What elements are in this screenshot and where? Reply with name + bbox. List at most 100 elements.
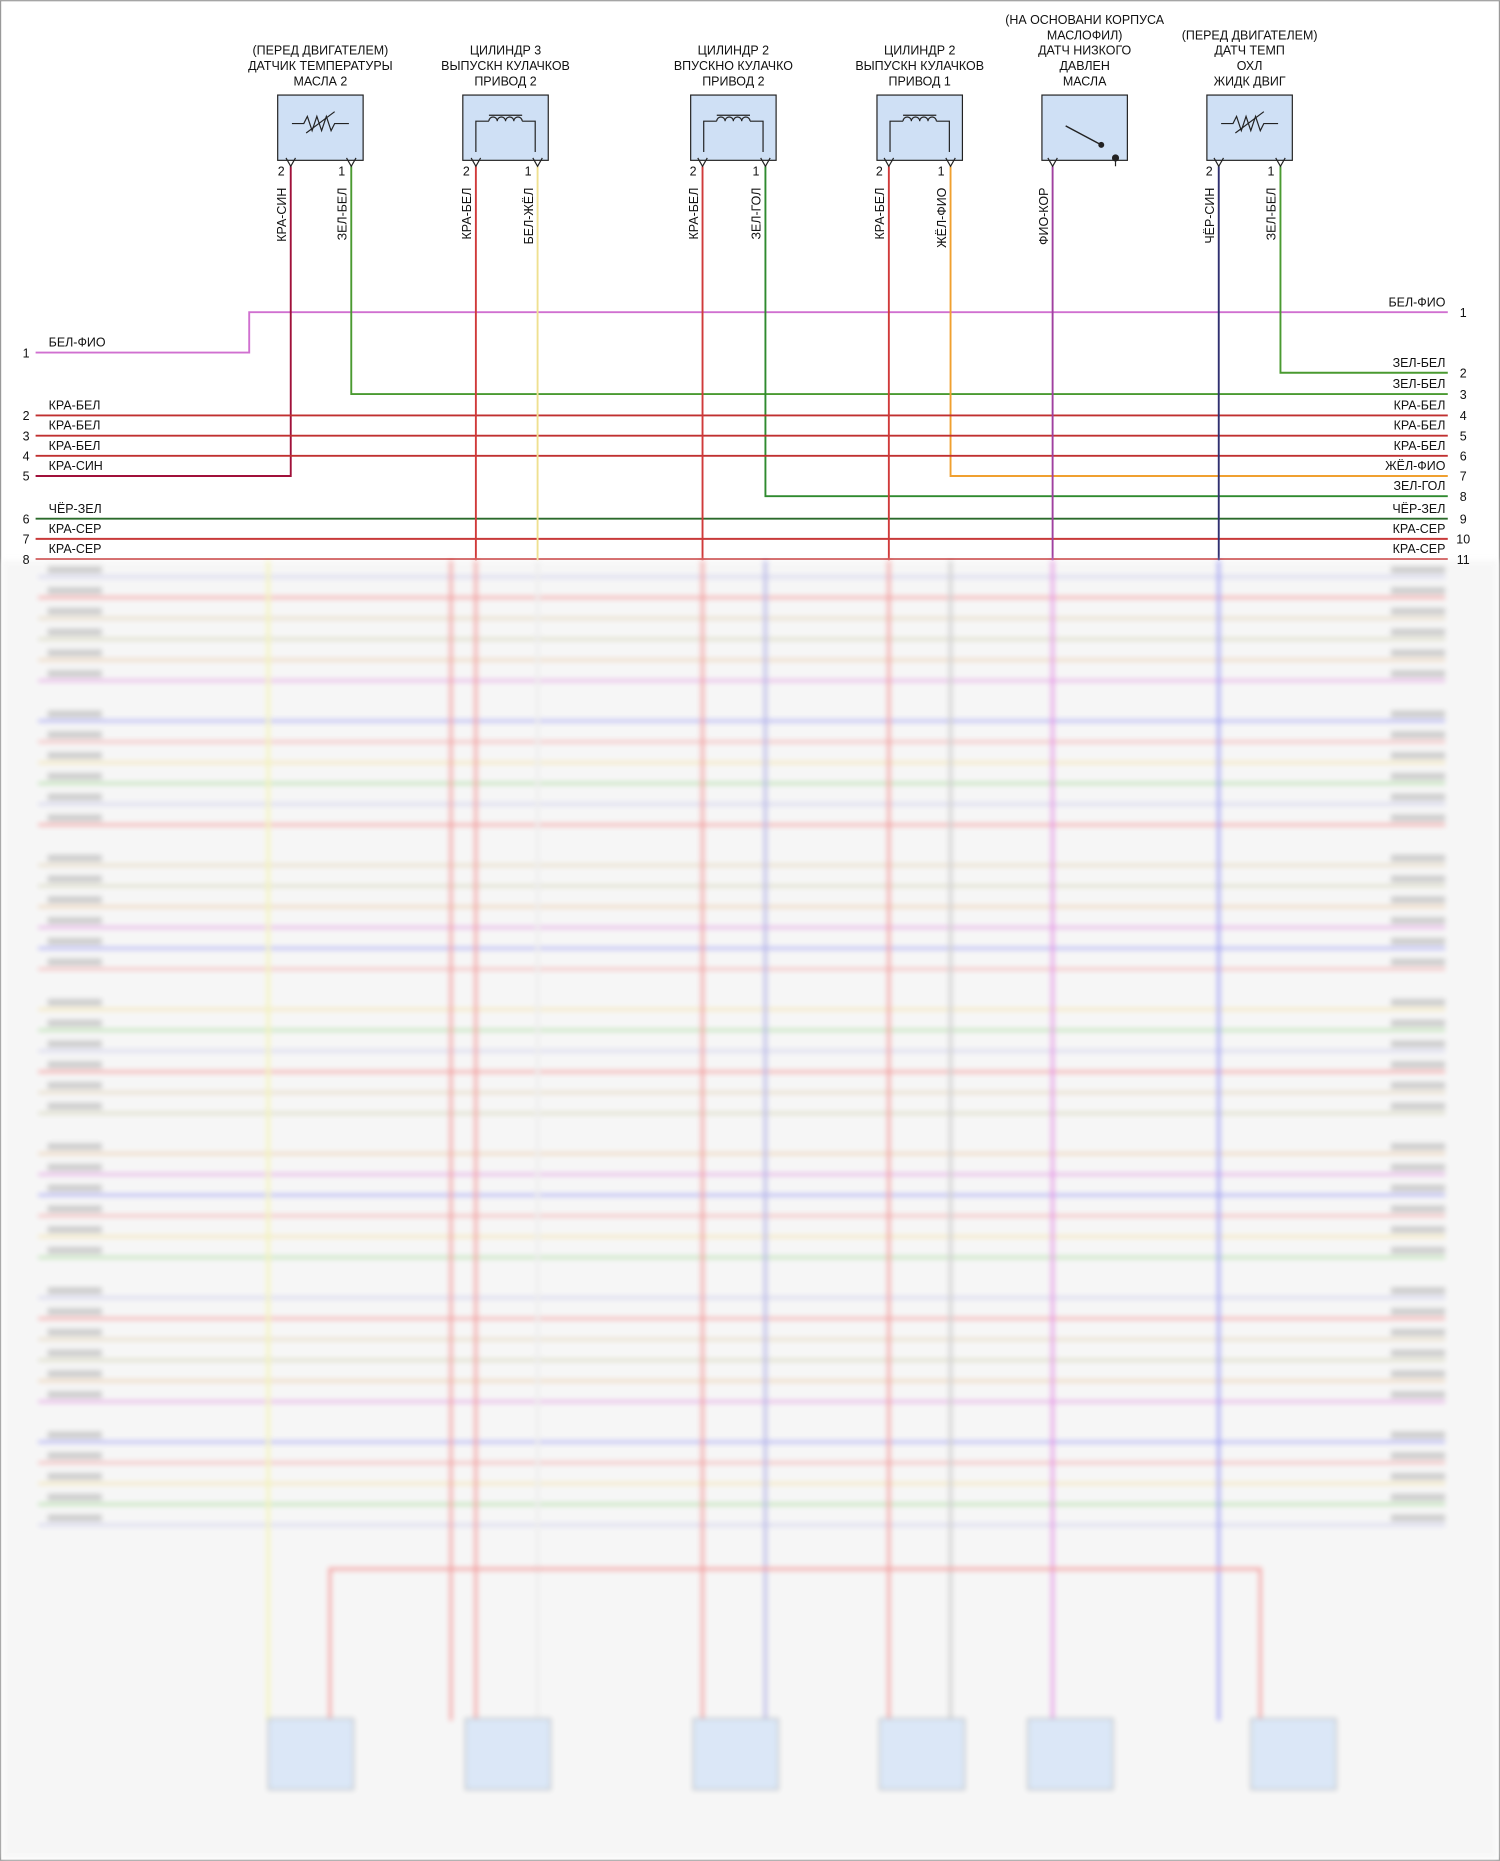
component-icon <box>1221 111 1279 134</box>
pin-number: 9 <box>1460 512 1467 526</box>
wire-label: КРА-БЕЛ <box>1394 399 1446 413</box>
blurred-component <box>1250 1717 1337 1791</box>
pin-number: 8 <box>23 553 30 567</box>
blurred-label <box>1390 566 1446 574</box>
component-label: ОХЛ <box>1237 59 1263 73</box>
blurred-label <box>47 628 103 636</box>
blurred-label <box>47 649 103 657</box>
blurred-label <box>47 1061 103 1069</box>
pin-terminal <box>470 157 482 168</box>
blurred-label <box>47 670 103 678</box>
blurred-label <box>1390 1472 1446 1480</box>
component-box <box>876 94 964 161</box>
blurred-area <box>2 560 1498 1859</box>
blurred-label <box>1390 731 1446 739</box>
blurred-label <box>47 1472 103 1480</box>
switch-contact <box>1098 141 1105 148</box>
blurred-label <box>1390 1163 1446 1171</box>
coil-leads <box>750 120 764 153</box>
coil-leads <box>936 120 950 153</box>
blurred-component <box>464 1717 552 1791</box>
pin-number: 2 <box>1206 165 1213 179</box>
blurred-label <box>1390 772 1446 780</box>
pin-number: 6 <box>1460 450 1467 464</box>
blurred-label <box>1390 1040 1446 1048</box>
blurred-label <box>1390 1328 1446 1336</box>
wire-label: ЧЁР-ЗЕЛ <box>49 502 102 516</box>
blurred-label <box>1390 1431 1446 1439</box>
blurred-label <box>1390 1142 1446 1151</box>
blurred-label <box>1390 1081 1446 1089</box>
pin-number: 7 <box>23 533 30 547</box>
coil-leads <box>522 120 536 153</box>
pin-number: 5 <box>23 470 30 484</box>
component-icon <box>889 114 950 153</box>
blurred-label <box>1390 875 1446 883</box>
blurred-label <box>1390 1225 1446 1234</box>
blurred-label <box>47 875 103 883</box>
wire <box>350 166 1448 396</box>
wire <box>1279 166 1448 374</box>
component-label: ЦИЛИНДР 2 <box>884 44 955 58</box>
wire <box>949 166 1448 477</box>
pin-number: 1 <box>938 165 945 179</box>
blurred-label <box>47 731 103 739</box>
component-label: МАСЛОФИЛ) <box>1047 28 1123 42</box>
component-label: ДАТЧ ТЕМП <box>1214 44 1284 58</box>
component-label: (ПЕРЕД ДВИГАТЕЛЕМ) <box>1182 28 1318 42</box>
blurred-label <box>47 854 103 862</box>
pin-number: 4 <box>23 450 30 464</box>
coil <box>927 116 937 122</box>
pin-number: 11 <box>1457 553 1470 567</box>
blurred-label <box>1390 1287 1446 1295</box>
blurred-component <box>1027 1717 1114 1791</box>
resistor-arrow <box>305 111 336 134</box>
pin-terminal <box>1047 157 1058 168</box>
blurred-label <box>1390 1102 1446 1110</box>
blurred-label <box>47 814 103 822</box>
pin-terminal <box>1275 157 1286 168</box>
component-label: ЦИЛИНДР 3 <box>470 44 541 58</box>
component-label: ДАТЧ НИЗКОГО <box>1038 44 1131 58</box>
blurred-label <box>47 1205 103 1213</box>
blurred-label <box>1390 586 1446 595</box>
pin-number: 1 <box>1267 165 1274 179</box>
wire-label: ЗЕЛ-БЕЛ <box>1393 356 1446 370</box>
wire-label: КРА-СЕР <box>49 522 102 536</box>
blurred-label <box>47 1040 103 1048</box>
blurred-label <box>47 1431 103 1439</box>
wire <box>35 166 292 477</box>
component-label: ЦИЛИНДР 2 <box>698 44 769 58</box>
blurred-label <box>47 586 103 595</box>
pin-number: 5 <box>1460 429 1467 443</box>
blurred-label <box>47 751 103 760</box>
component-label: ВЫПУСКН КУЛАЧКОВ <box>855 59 984 73</box>
blurred-label <box>47 1225 103 1234</box>
pin-number: 2 <box>690 165 697 179</box>
blurred-label <box>47 1184 103 1192</box>
wire <box>35 311 1448 354</box>
pin-number: 1 <box>1460 306 1467 320</box>
blurred-label <box>47 1142 103 1151</box>
component-label: МАСЛА 2 <box>293 75 347 89</box>
blurred-label <box>47 793 103 801</box>
component-label: (ПЕРЕД ДВИГАТЕЛЕМ) <box>253 44 389 58</box>
pin-terminal <box>760 157 771 168</box>
component-icon <box>475 114 536 153</box>
pin-number: 2 <box>278 165 285 179</box>
blurred-label <box>1390 916 1446 924</box>
blurred-label <box>1390 1349 1446 1357</box>
coil-leads <box>475 120 489 153</box>
blurred-label <box>1390 607 1446 615</box>
pin-number: 10 <box>1456 533 1470 547</box>
blurred-label <box>47 772 103 780</box>
wire-label: КРА-БЕЛ <box>1394 419 1446 433</box>
wire-label: КРА-БЕЛ <box>460 188 474 240</box>
component-label: ВЫПУСКН КУЛАЧКОВ <box>441 59 570 73</box>
component-box <box>462 94 549 161</box>
wire-label: КРА-БЕЛ <box>49 399 101 413</box>
blurred-label <box>1390 896 1446 904</box>
pin-number: 2 <box>1460 366 1467 380</box>
